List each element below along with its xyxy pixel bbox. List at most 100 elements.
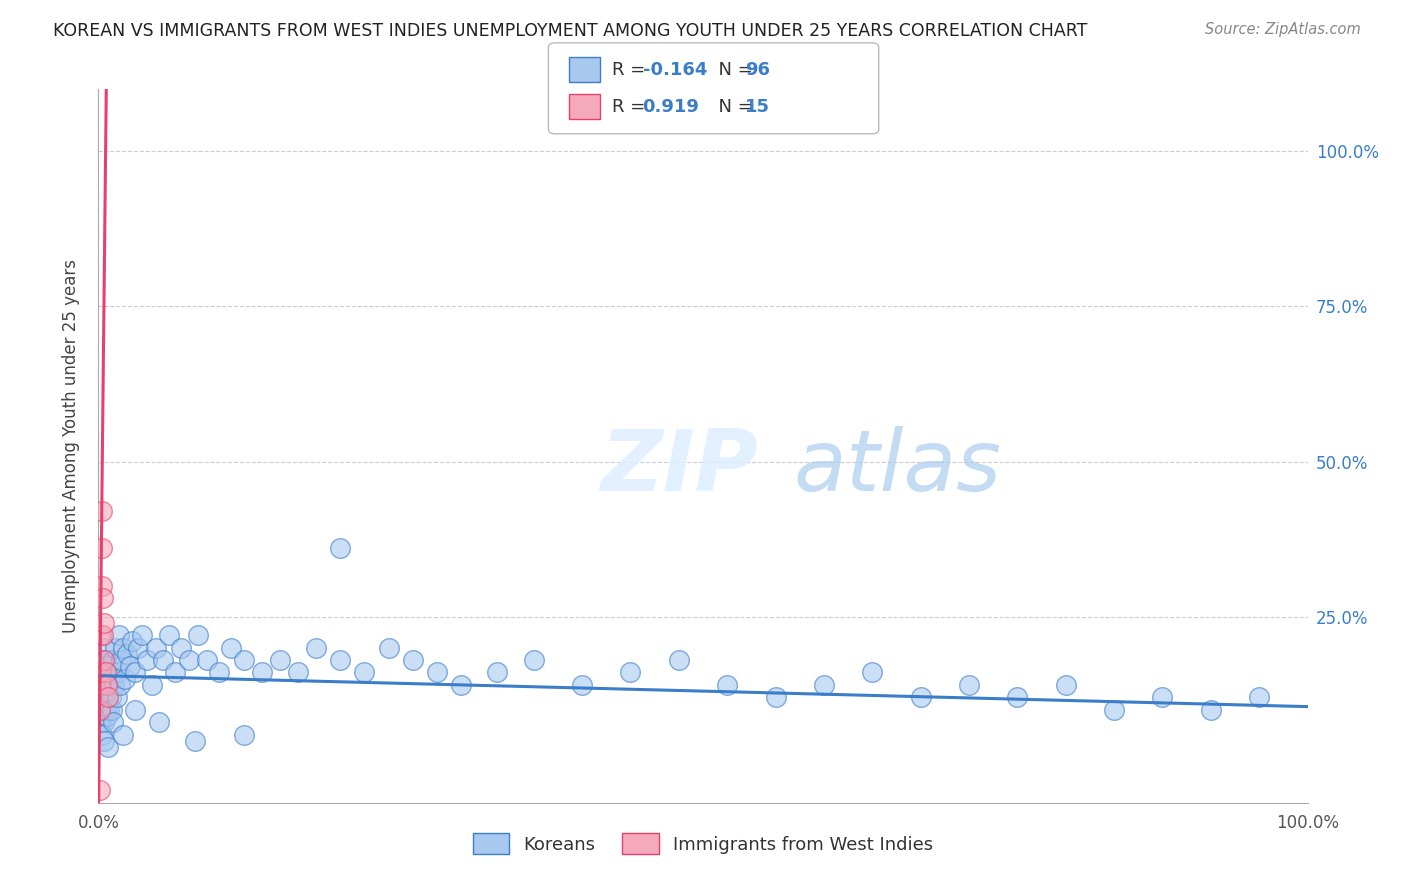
Point (90, 628, 112, 642)
Point (571, 678, 593, 692)
Point (329, 541, 352, 556)
Point (100, 672, 122, 686)
Point (208, 665, 231, 680)
Point (93, 653, 115, 667)
Point (91, 591, 114, 605)
Point (329, 653, 352, 667)
Text: atlas: atlas (793, 425, 1001, 509)
Point (765, 690, 787, 705)
Point (90, 665, 112, 680)
Point (108, 628, 131, 642)
Point (148, 715, 170, 730)
Point (97, 690, 120, 705)
Point (91, 684, 114, 698)
Point (89, 678, 111, 692)
Point (957, 678, 980, 692)
Point (184, 733, 207, 747)
Point (269, 653, 291, 667)
Point (94, 653, 117, 667)
Point (124, 703, 146, 717)
Point (96, 709, 118, 723)
Point (93, 665, 115, 680)
Point (111, 640, 134, 655)
Point (91, 504, 114, 518)
Text: R =: R = (612, 61, 651, 78)
Point (169, 640, 191, 655)
Point (97, 697, 120, 711)
Text: -0.164: -0.164 (643, 61, 707, 78)
Y-axis label: Unemployment Among Youth under 25 years: Unemployment Among Youth under 25 years (62, 259, 80, 633)
Point (91, 653, 114, 667)
Point (141, 678, 163, 692)
Point (124, 665, 146, 680)
Point (93, 733, 115, 747)
Point (93, 715, 115, 730)
Point (152, 653, 174, 667)
Point (163, 665, 186, 680)
Point (523, 653, 546, 667)
Point (287, 665, 309, 680)
Text: 96: 96 (745, 61, 770, 78)
Point (91, 579, 114, 593)
Point (117, 647, 139, 661)
Point (127, 640, 149, 655)
Text: 15: 15 (745, 98, 770, 116)
Point (94, 703, 117, 717)
Point (1007, 690, 1029, 705)
Point (619, 665, 641, 680)
Point (96, 659, 118, 673)
Point (89, 783, 111, 797)
Point (100, 665, 122, 680)
Point (813, 678, 835, 692)
Point (90, 665, 112, 680)
Point (131, 628, 153, 642)
Point (250, 665, 273, 680)
Point (91, 678, 114, 692)
Text: N =: N = (707, 98, 759, 116)
Point (97, 739, 120, 754)
Point (104, 640, 127, 655)
Point (90, 715, 112, 730)
Point (860, 665, 883, 680)
Point (450, 678, 472, 692)
Point (179, 653, 201, 667)
Text: R =: R = (612, 98, 657, 116)
Point (377, 640, 399, 655)
Point (232, 653, 254, 667)
Point (101, 653, 124, 667)
Point (110, 653, 132, 667)
Point (89, 678, 111, 692)
Point (402, 653, 425, 667)
Point (232, 727, 254, 741)
Point (187, 628, 209, 642)
Point (111, 727, 134, 741)
Point (98, 678, 121, 692)
Point (1152, 690, 1174, 705)
Point (426, 665, 449, 680)
Point (108, 678, 131, 692)
Point (91, 628, 114, 642)
Point (157, 628, 180, 642)
Text: Source: ZipAtlas.com: Source: ZipAtlas.com (1205, 22, 1361, 37)
Point (221, 640, 243, 655)
Text: ZIP: ZIP (600, 425, 758, 509)
Point (96, 678, 118, 692)
Point (114, 672, 136, 686)
Point (486, 665, 509, 680)
Point (195, 653, 218, 667)
Point (97, 672, 120, 686)
Point (93, 640, 115, 655)
Point (1249, 690, 1271, 705)
Point (101, 715, 124, 730)
Point (145, 640, 167, 655)
Point (305, 640, 328, 655)
Point (91, 697, 114, 711)
Point (98, 703, 121, 717)
Point (1054, 678, 1077, 692)
Point (91, 727, 114, 741)
Point (91, 703, 114, 717)
Point (89, 703, 111, 717)
Point (91, 541, 114, 556)
Point (91, 709, 114, 723)
Point (1199, 703, 1222, 717)
